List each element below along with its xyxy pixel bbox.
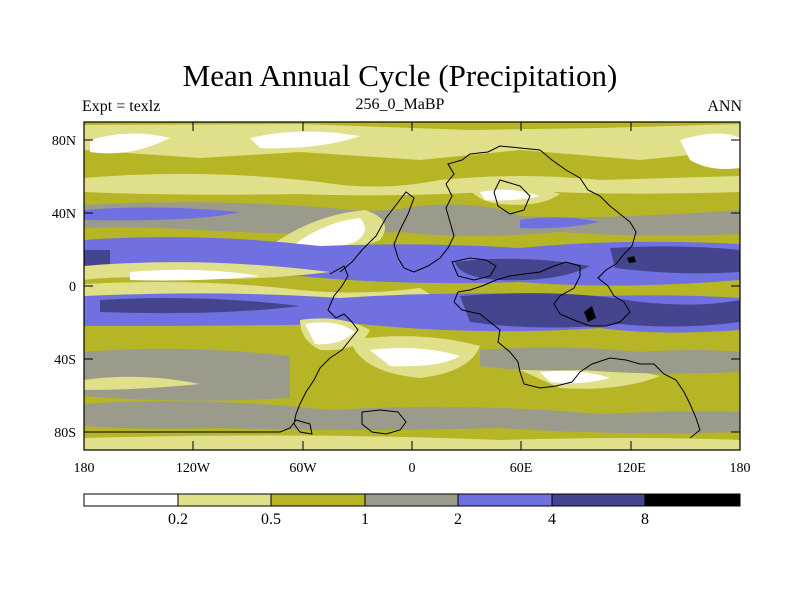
y-axis-ticks <box>84 139 740 433</box>
season-label: ANN <box>707 98 742 115</box>
y-tick-label: 40N <box>52 207 76 222</box>
x-tick-label: 180 <box>730 461 751 476</box>
legend-swatch <box>551 493 646 507</box>
legend-label: 1 <box>361 511 369 528</box>
experiment-label: Expt = texlz <box>82 98 161 115</box>
legend-label: 0.5 <box>261 511 281 528</box>
map-title: Mean Annual Cycle (Precipitation) <box>182 58 618 93</box>
legend-label: 0.2 <box>168 511 188 528</box>
legend-swatch <box>177 493 272 507</box>
y-tick-label: 80S <box>54 426 76 441</box>
run-label: 256_0_MaBP <box>355 96 445 113</box>
y-tick-labels: 80N 40N 0 40S 80S <box>52 134 76 441</box>
x-axis-ticks <box>83 122 741 450</box>
x-tick-label: 120W <box>176 461 211 476</box>
legend-labels: 0.2 0.5 1 2 4 8 <box>168 511 649 528</box>
x-tick-label: 0 <box>409 461 416 476</box>
legend-swatch <box>83 493 179 507</box>
y-tick-label: 80N <box>52 134 76 149</box>
x-tick-label: 180 <box>74 461 95 476</box>
x-tick-labels: 180 120W 60W 0 60E 120E 180 <box>74 461 751 476</box>
x-tick-label: 60E <box>510 461 533 476</box>
legend-swatch <box>457 493 553 507</box>
coastline-outline <box>84 145 701 439</box>
x-tick-label: 60W <box>289 461 317 476</box>
legend-swatch <box>270 493 366 507</box>
legend-label: 8 <box>641 511 649 528</box>
legend-label: 2 <box>454 511 462 528</box>
contour-fill <box>84 122 740 450</box>
legend-swatch <box>364 493 459 507</box>
y-tick-label: 0 <box>69 280 76 295</box>
legend-label: 4 <box>548 511 556 528</box>
legend-colorbar <box>83 493 741 507</box>
y-tick-label: 40S <box>54 353 76 368</box>
legend-swatch <box>644 493 741 507</box>
x-tick-label: 120E <box>616 461 646 476</box>
